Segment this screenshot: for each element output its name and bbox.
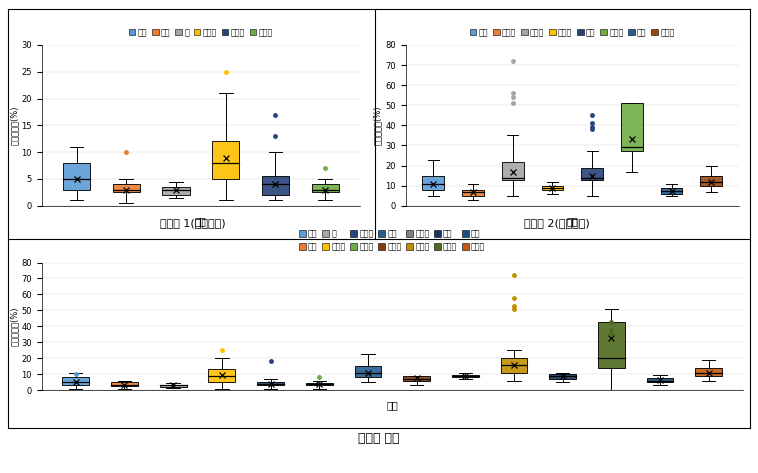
Bar [550,374,576,379]
Bar [695,368,722,376]
Bar [111,382,138,386]
Bar [262,176,289,195]
Bar [452,375,479,377]
X-axis label: 작물: 작물 [566,216,578,226]
Bar [212,141,240,179]
Text: 엽채류 전체: 엽채류 전체 [359,432,399,446]
Bar [403,376,430,381]
Bar [63,163,90,190]
X-axis label: 작물: 작물 [387,401,398,411]
Bar [422,175,444,190]
Bar [355,366,381,377]
Text: 엽채류 2(연속수확): 엽채류 2(연속수확) [525,218,590,228]
Bar [162,187,190,195]
Bar [257,382,284,385]
Bar [160,385,186,387]
Text: 엽채류 1(일시수확): 엽채류 1(일시수확) [161,218,226,228]
Bar [541,186,563,190]
Bar [598,322,625,368]
Bar [62,377,89,385]
Y-axis label: 초기부적량(%): 초기부적량(%) [10,307,18,346]
Bar [208,369,235,382]
Bar [700,175,722,186]
Y-axis label: 초기부적량(%): 초기부적량(%) [374,105,382,145]
Bar [502,162,524,180]
Legend: 무잎, 열무, 갓, 시금치, 엇갈이, 청경채, 근대, 풀나물, 돌깻잎, 루꼴라, 상추, 취나물, 케일, 파슬리: 무잎, 열무, 갓, 시금치, 엇갈이, 청경채, 근대, 풀나물, 돌깻잎, … [299,228,486,252]
Bar [661,188,682,194]
X-axis label: 작물: 작물 [195,216,207,226]
Bar [621,103,643,151]
Bar [305,383,333,385]
Bar [312,184,339,193]
Bar [581,167,603,180]
Bar [462,190,484,196]
Bar [647,378,673,382]
Bar [113,184,140,193]
Y-axis label: 초기부적량(%): 초기부적량(%) [10,105,18,145]
Legend: 무잎, 열무, 갓, 시금치, 엇갈이, 청경채: 무잎, 열무, 갓, 시금치, 엇갈이, 청경채 [128,27,274,38]
Legend: 근대, 풀나물, 돌깻잎, 루꼴라, 상추, 취나물, 케일, 파슬리: 근대, 풀나물, 돌깻잎, 루꼴라, 상추, 취나물, 케일, 파슬리 [469,27,675,38]
Bar [500,359,528,374]
